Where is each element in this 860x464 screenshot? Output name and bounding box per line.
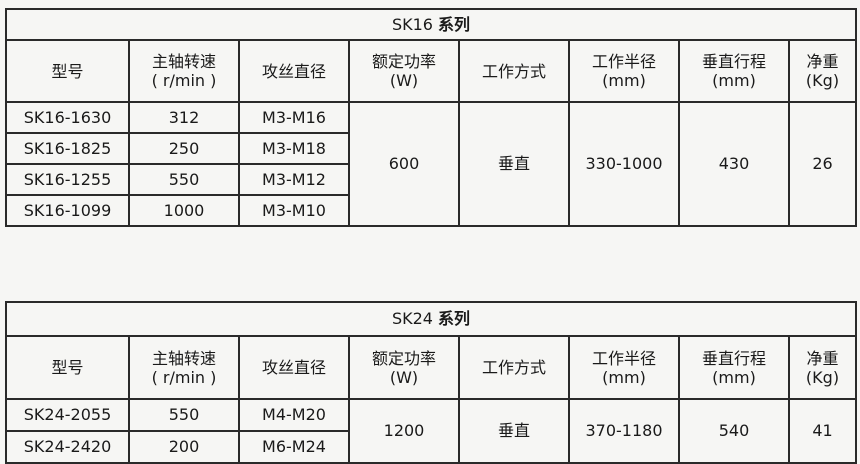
cell-mode: 垂直 [458,101,570,227]
table-row: SK16-1099 1000 M3-M10 [5,194,856,227]
header-tap: 攻丝直径 [238,335,350,400]
cell-model: SK16-1630 [5,101,130,134]
cell-tap: M3-M10 [238,194,350,227]
cell-radius: 370-1180 [568,398,680,464]
header-radius: 工作半径 (mm) [568,335,680,400]
cell-tap: M3-M16 [238,101,350,134]
cell-stroke: 430 [678,101,790,227]
cell-model: SK16-1099 [5,194,130,227]
cell-power: 600 [348,101,460,227]
table-row: SK24-2055 550 M4-M20 1200 垂直 370-1180 54… [5,398,857,464]
header-model: 型号 [5,39,130,103]
header-weight: 净重 (Kg) [788,39,857,103]
header-stroke: 垂直行程 (mm) [678,335,790,400]
table-row: SK16-1255 550 M3-M12 [5,163,856,196]
cell-speed: 200 [128,430,240,464]
header-speed: 主轴转速( r/min ) [128,39,240,103]
header-power: 额定功率 (W) [348,335,460,400]
cell-tap: M3-M18 [238,132,350,165]
cell-weight: 41 [788,398,857,464]
table-row: SK16-1825 250 M3-M18 [5,132,856,165]
header-model: 型号 [5,335,130,400]
header-mode: 工作方式 [458,39,570,103]
sk16-spec-table: SK16 系列 型号 主轴转速( r/min ) 攻丝直径 额定功率 (W) 工作… [5,8,857,227]
header-radius: 工作半径 (mm) [568,39,680,103]
cell-speed: 550 [128,398,240,432]
header-weight: 净重 (Kg) [788,335,857,400]
cell-speed: 550 [128,163,240,196]
table-title: SK24 系列 [5,301,857,337]
cell-tap: M6-M24 [238,430,350,464]
header-speed: 主轴转速( r/min ) [128,335,240,400]
cell-model: SK24-2420 [5,430,130,464]
table-row: SK24-2420 200 M6-M24 [5,430,856,464]
cell-stroke: 540 [678,398,790,464]
cell-model: SK16-1255 [5,163,130,196]
cell-speed: 312 [128,101,240,134]
header-stroke: 垂直行程 (mm) [678,39,790,103]
header-tap: 攻丝直径 [238,39,350,103]
cell-speed: 1000 [128,194,240,227]
cell-tap: M4-M20 [238,398,350,432]
cell-power: 1200 [348,398,460,464]
cell-radius: 330-1000 [568,101,680,227]
header-mode: 工作方式 [458,335,570,400]
sk24-spec-table: SK24 系列 型号 主轴转速( r/min ) 攻丝直径 额定功率 (W) 工作… [5,301,857,464]
cell-weight: 26 [788,101,857,227]
header-power: 额定功率 (W) [348,39,460,103]
cell-mode: 垂直 [458,398,570,464]
cell-tap: M3-M12 [238,163,350,196]
cell-model: SK16-1825 [5,132,130,165]
cell-speed: 250 [128,132,240,165]
cell-model: SK24-2055 [5,398,130,432]
table-title: SK16 系列 [5,8,857,41]
table-row: SK16-1630 312 M3-M16 600 垂直 330-1000 430… [5,101,857,227]
